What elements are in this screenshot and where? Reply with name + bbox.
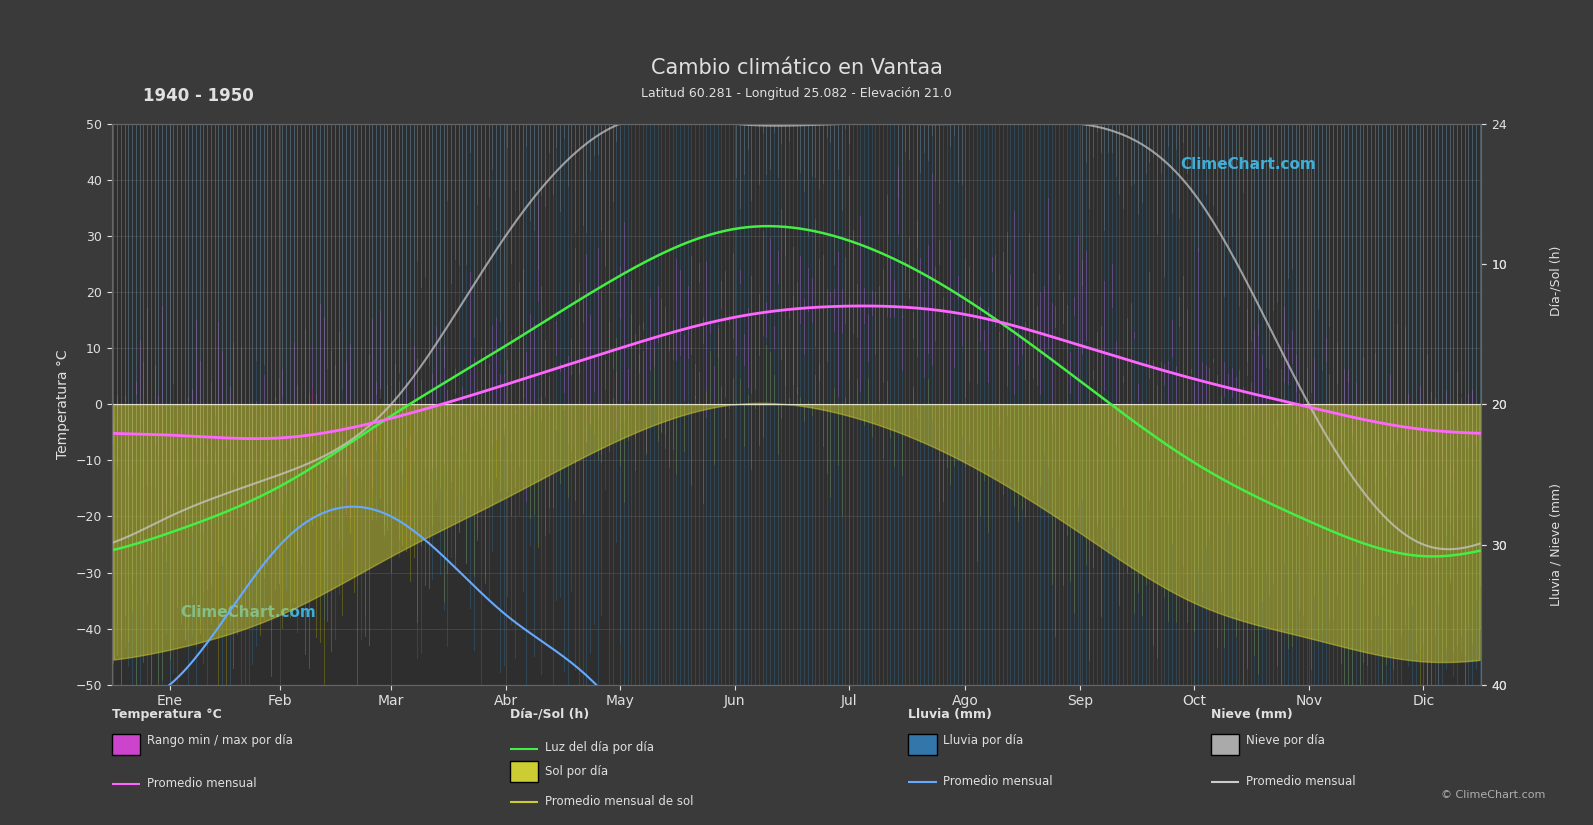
Y-axis label: Temperatura °C: Temperatura °C [56,350,70,459]
Text: Nieve (mm): Nieve (mm) [1211,708,1292,721]
Text: Lluvia por día: Lluvia por día [943,734,1023,747]
Text: Promedio mensual: Promedio mensual [943,775,1053,788]
Text: 1940 - 1950: 1940 - 1950 [143,87,255,105]
Text: Cambio climático en Vantaa: Cambio climático en Vantaa [650,58,943,78]
Text: © ClimeChart.com: © ClimeChart.com [1440,790,1545,800]
Text: Promedio mensual de sol: Promedio mensual de sol [545,795,693,808]
Text: Temperatura °C: Temperatura °C [112,708,221,721]
Text: Sol por día: Sol por día [545,765,609,778]
Text: Lluvia / Nieve (mm): Lluvia / Nieve (mm) [1550,483,1563,606]
Text: Nieve por día: Nieve por día [1246,734,1325,747]
Text: Lluvia (mm): Lluvia (mm) [908,708,992,721]
Text: Promedio mensual: Promedio mensual [1246,775,1356,788]
Text: ClimeChart.com: ClimeChart.com [1180,157,1316,172]
Text: Promedio mensual: Promedio mensual [147,777,256,790]
Text: Luz del día por día: Luz del día por día [545,741,653,754]
Text: Latitud 60.281 - Longitud 25.082 - Elevación 21.0: Latitud 60.281 - Longitud 25.082 - Eleva… [640,87,953,100]
Text: ClimeChart.com: ClimeChart.com [180,606,315,620]
Text: Día-/Sol (h): Día-/Sol (h) [510,708,589,721]
Text: Día-/Sol (h): Día-/Sol (h) [1550,246,1563,316]
Text: Rango min / max por día: Rango min / max por día [147,734,293,747]
